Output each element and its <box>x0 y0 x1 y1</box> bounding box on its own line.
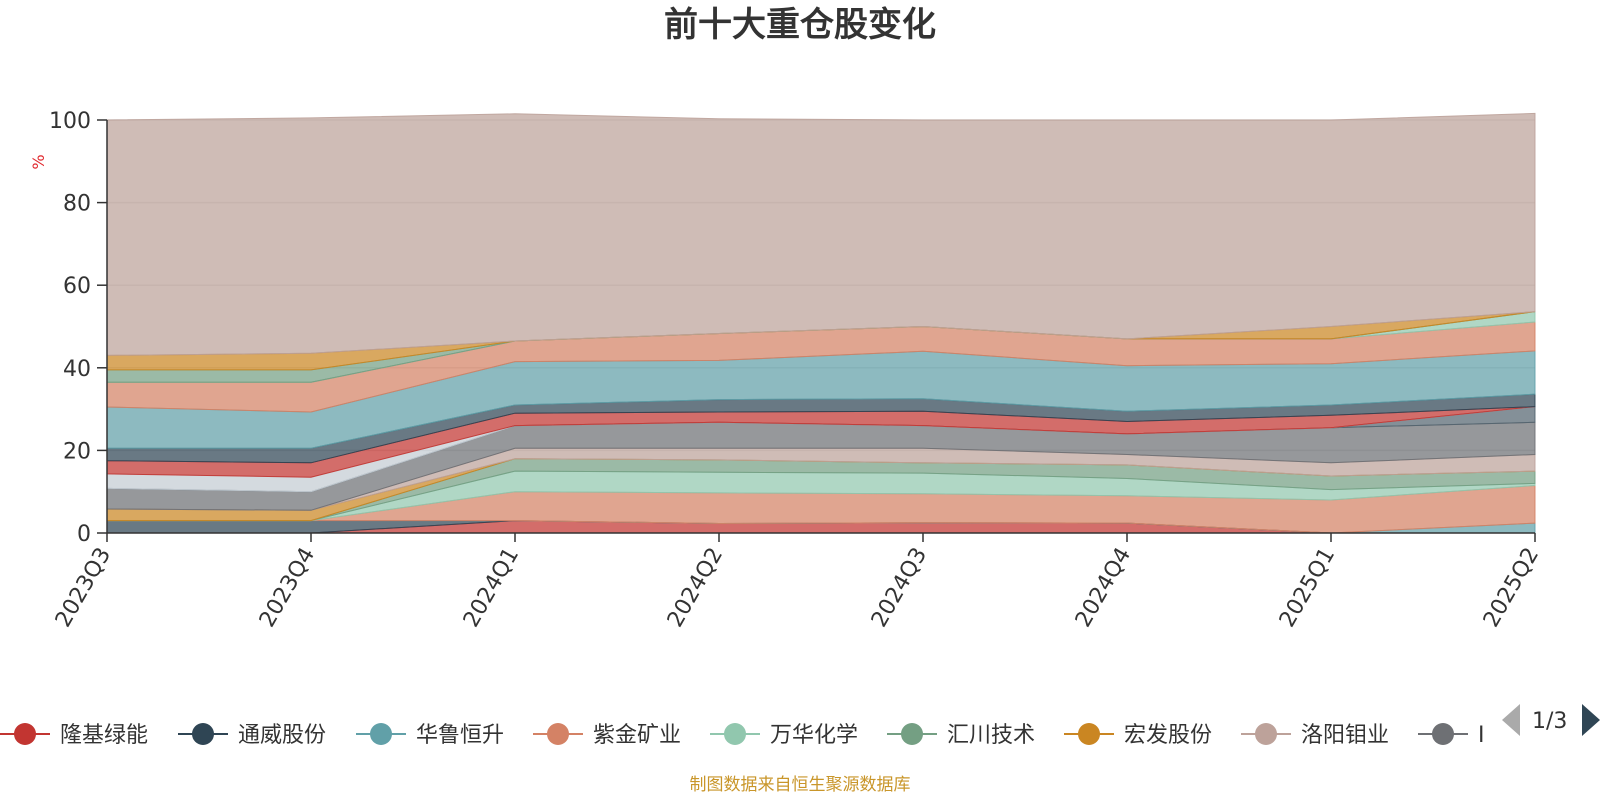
legend-label: 万华化学 <box>770 723 858 748</box>
area-series <box>106 112 1536 534</box>
x-tick-label-2024Q4: 2024Q4 <box>1071 544 1136 632</box>
y-tick-label-100: 100 <box>49 109 91 134</box>
legend-label: 紫金矿业 <box>593 723 681 748</box>
legend-item-6[interactable]: 汇川技术 <box>887 723 1035 748</box>
legend-item-3[interactable]: 华鲁恒升 <box>356 723 504 748</box>
x-tick-label-2023Q4: 2023Q4 <box>255 544 320 632</box>
legend-label: 洛阳钼业 <box>1301 723 1389 748</box>
legend-label: 华鲁恒升 <box>416 723 504 748</box>
legend-label: I <box>1478 723 1485 748</box>
legend-label: 隆基绿能 <box>60 723 148 748</box>
legend-item-9[interactable]: I <box>1418 723 1485 748</box>
legend-item-5[interactable]: 万华化学 <box>710 723 858 748</box>
x-tick-label-2024Q2: 2024Q2 <box>663 544 728 632</box>
legend-marker-icon <box>547 723 569 745</box>
legend-label: 宏发股份 <box>1124 723 1212 748</box>
legend-item-7[interactable]: 宏发股份 <box>1064 723 1212 748</box>
y-axis-unit: % <box>29 154 48 169</box>
chart-title: 前十大重仓股变化 <box>664 5 936 45</box>
legend-marker-icon <box>1255 723 1277 745</box>
area-series-19 <box>106 112 1536 356</box>
legend-item-1[interactable]: 隆基绿能 <box>0 723 148 748</box>
y-tick-label-20: 20 <box>63 439 91 464</box>
legend-pager: 1/3 <box>1502 704 1600 736</box>
x-tick-label-2024Q1: 2024Q1 <box>459 544 524 632</box>
x-tick-label-2024Q3: 2024Q3 <box>867 544 932 632</box>
legend-item-8[interactable]: 洛阳钼业 <box>1241 723 1389 748</box>
y-tick-label-40: 40 <box>63 357 91 382</box>
legend-page-indicator: 1/3 <box>1532 709 1567 734</box>
legend: 隆基绿能 通威股份 华鲁恒升 紫金矿业 万华化学 汇川技术 宏发股份 洛阳钼业 I <box>0 723 1485 748</box>
prev-page-icon[interactable] <box>1502 704 1520 736</box>
legend-marker-icon <box>14 723 36 745</box>
legend-item-4[interactable]: 紫金矿业 <box>533 723 681 748</box>
y-tick-label-80: 80 <box>63 192 91 217</box>
legend-marker-icon <box>192 723 214 745</box>
legend-marker-icon <box>724 723 746 745</box>
next-page-icon[interactable] <box>1582 704 1600 736</box>
legend-label: 汇川技术 <box>947 723 1035 748</box>
x-tick-label-2025Q2: 2025Q2 <box>1479 544 1544 632</box>
legend-marker-icon <box>370 723 392 745</box>
x-tick-label-2023Q3: 2023Q3 <box>51 544 116 632</box>
legend-marker-icon <box>901 723 923 745</box>
y-tick-label-0: 0 <box>77 522 91 547</box>
legend-item-2[interactable]: 通威股份 <box>178 723 326 748</box>
legend-label: 通威股份 <box>238 723 326 748</box>
legend-marker-icon <box>1432 723 1454 745</box>
y-tick-label-60: 60 <box>63 274 91 299</box>
data-source-note: 制图数据来自恒生聚源数据库 <box>690 775 911 795</box>
legend-marker-icon <box>1078 723 1100 745</box>
x-tick-label-2025Q1: 2025Q1 <box>1275 544 1340 632</box>
